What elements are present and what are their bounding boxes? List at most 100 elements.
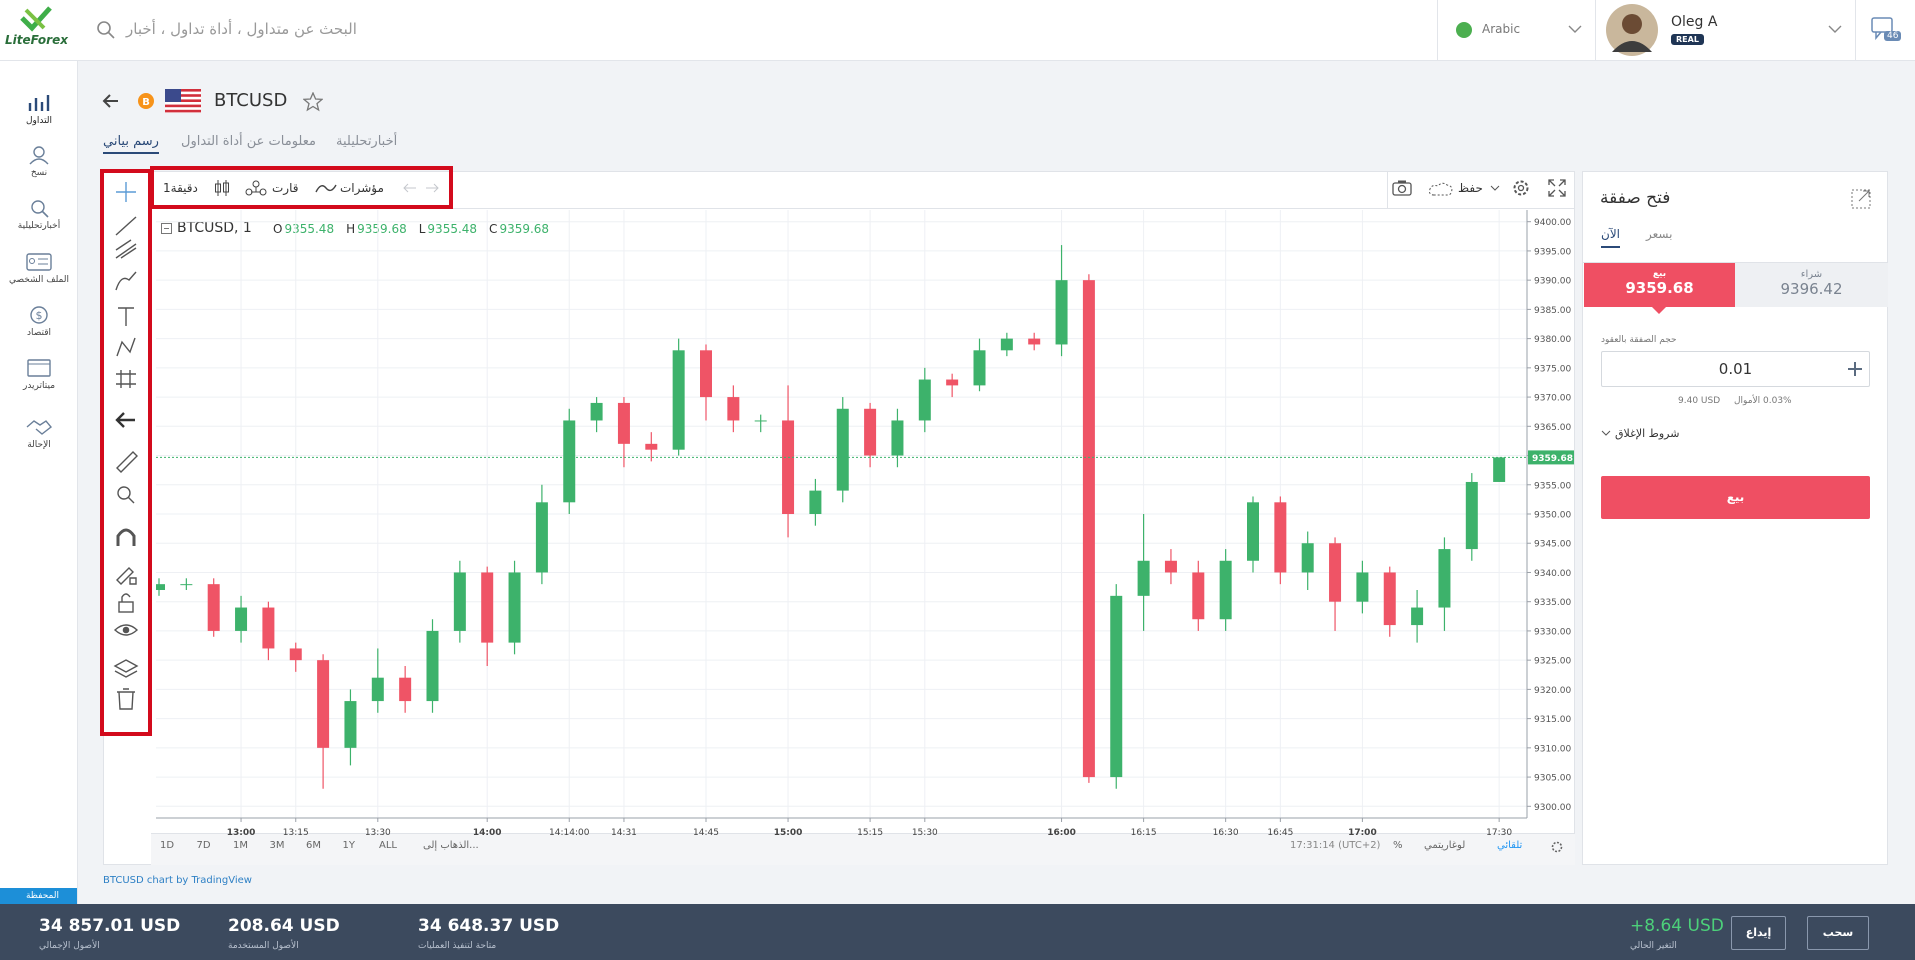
percent-toggle[interactable]: % [1393, 840, 1403, 851]
candle-body [156, 584, 165, 590]
messages-icon[interactable] [1871, 17, 1899, 41]
y-tick-label: 9370.00 [1534, 394, 1571, 404]
nav-item[interactable]: التداول [0, 93, 78, 126]
close-conditions[interactable]: شروط الإغلاق [1615, 427, 1680, 440]
candle-body [754, 420, 767, 422]
x-tick-label: 17:00 [1348, 828, 1377, 838]
y-tick-label: 9325.00 [1534, 657, 1571, 667]
range-button[interactable]: 1M [233, 840, 248, 851]
tool-lock-drawing[interactable] [116, 567, 137, 585]
pnl-label: التغير الحالي [1630, 941, 1677, 951]
tab-price[interactable]: بسعر [1646, 227, 1673, 241]
submit-button[interactable]: بيع [1601, 476, 1870, 519]
tool-brush[interactable] [115, 271, 137, 291]
undo-redo[interactable] [400, 180, 442, 196]
increment-button[interactable] [1848, 362, 1862, 376]
language-select[interactable]: Arabic [1482, 22, 1521, 36]
volume-input[interactable]: 0.01 [1601, 351, 1870, 387]
y-tick-label: 9385.00 [1534, 306, 1571, 316]
nav-label: ميتاتريدر [22, 381, 56, 391]
y-tick-label: 9350.00 [1534, 511, 1571, 521]
tool-zoom[interactable] [117, 486, 135, 504]
auto-toggle[interactable]: تلقائي [1497, 840, 1523, 851]
collapse-legend[interactable] [161, 223, 172, 234]
screenshot-button[interactable] [1392, 179, 1412, 197]
deposit-button[interactable]: إيداع [1731, 916, 1786, 950]
tool-pattern[interactable] [116, 337, 136, 357]
x-tick-label: 16:00 [1047, 828, 1076, 838]
candle-body [946, 379, 959, 386]
divider [1855, 0, 1856, 61]
log-toggle[interactable]: لوغاريتمي [1424, 840, 1466, 851]
chart-credit[interactable]: BTCUSD chart by TradingView [103, 875, 252, 886]
logo-text: LiteForex [5, 33, 68, 47]
range-button[interactable]: 6M [306, 840, 321, 851]
tool-crosshair[interactable] [116, 182, 136, 202]
last-price-label: 9359.68 [1532, 454, 1573, 464]
stat-value: 34 857.01 USD [39, 916, 181, 936]
candle-body [1055, 280, 1068, 345]
tab-now[interactable]: الآن [1601, 227, 1620, 248]
tool-line[interactable] [115, 216, 137, 236]
portfolio-tab[interactable]: المحفظة [0, 888, 77, 904]
nav-item[interactable]: الإحالة [0, 417, 78, 450]
tool-layers[interactable] [113, 659, 139, 678]
nav-item[interactable]: ميتاتريدر [0, 358, 78, 391]
range-button[interactable]: ALL [379, 840, 397, 851]
x-tick-label: 16:15 [1131, 828, 1157, 838]
candle-body [864, 408, 877, 456]
detach-button[interactable] [1851, 189, 1871, 209]
tool-magnet[interactable] [116, 528, 136, 546]
candle-body [399, 677, 412, 702]
range-button[interactable]: 7D [196, 840, 211, 851]
tool-ruler[interactable] [116, 451, 138, 473]
tool-back[interactable] [115, 412, 135, 428]
compare-button[interactable]: قارت [272, 181, 299, 195]
tool-fib[interactable] [115, 239, 137, 259]
y-tick-label: 9355.00 [1534, 481, 1571, 491]
nav-item[interactable]: نسخ [0, 145, 78, 178]
range-button[interactable]: 1Y [342, 840, 355, 851]
ohlc-item: L 9355.48 [419, 222, 477, 236]
candle-body [426, 630, 439, 702]
interval-button[interactable]: دقيقة1 [163, 181, 198, 195]
save-button[interactable]: حفظ [1458, 181, 1483, 195]
favorite-star[interactable] [303, 92, 323, 112]
candle-body [1274, 502, 1287, 573]
y-tick-label: 9400.00 [1534, 218, 1571, 228]
tool-text[interactable] [118, 307, 134, 326]
chart-settings[interactable] [1550, 840, 1564, 854]
legend-title: BTCUSD, 1 [177, 220, 252, 236]
ohlc-value: 9355.48 [427, 222, 478, 236]
avatar[interactable] [1606, 4, 1658, 56]
goto-date[interactable]: الذهاب إلى... [423, 840, 479, 851]
fullscreen-button[interactable] [1548, 179, 1566, 197]
tool-lock[interactable] [118, 593, 134, 613]
tab[interactable]: رسم بياني [103, 134, 159, 154]
tool-delete[interactable] [117, 688, 135, 710]
x-tick-label: 15:00 [774, 828, 803, 838]
settings-button[interactable] [1511, 178, 1531, 198]
search-icon [97, 21, 115, 39]
buy-box[interactable]: شراء 9396.42 [1735, 263, 1888, 307]
nav-item[interactable]: الملف الشخصي [0, 252, 78, 285]
back-button[interactable] [102, 92, 120, 110]
range-button[interactable]: 1D [160, 840, 175, 851]
tool-prediction[interactable] [116, 370, 136, 388]
candle-type-button[interactable] [212, 178, 232, 198]
nav-item[interactable]: أخبارتحليلية [0, 198, 78, 231]
withdraw-button[interactable]: سحب [1807, 916, 1869, 950]
language-icon [1456, 22, 1472, 38]
top-bar: LiteForex البحث عن متداول ، أداة تداول ،… [0, 0, 1915, 61]
tab[interactable]: أخبارتحليلية [336, 134, 398, 149]
nav-item[interactable]: $ اقتصاد [0, 305, 78, 338]
tool-visibility[interactable] [113, 624, 139, 636]
range-button[interactable]: 3M [269, 840, 285, 851]
search-input[interactable]: البحث عن متداول ، أداة تداول ، أخبار [126, 20, 357, 38]
y-tick-label: 9305.00 [1534, 774, 1571, 784]
tab[interactable]: معلومات عن أداة التداول [181, 134, 316, 149]
indicators-button[interactable]: مؤشرات [340, 181, 384, 195]
coin-icon: B [138, 93, 154, 109]
buy-label: شراء [1800, 269, 1823, 280]
sell-box[interactable]: بيع 9359.68 [1584, 263, 1735, 307]
